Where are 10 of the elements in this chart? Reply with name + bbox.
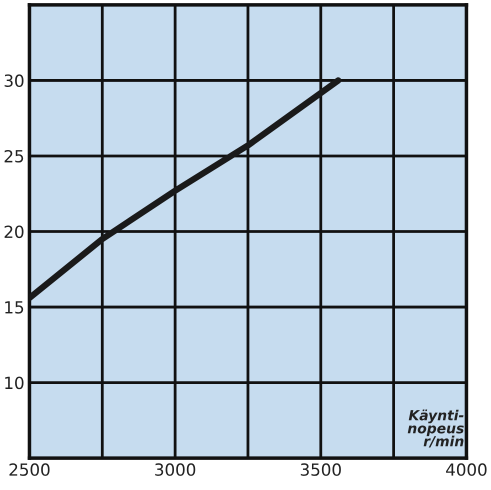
y-tick-label: 30 (4, 74, 24, 88)
x-tick-label: 3000 (155, 463, 196, 476)
y-tick-label: 25 (4, 150, 24, 163)
y-tick-label: 15 (5, 301, 24, 314)
x-tick-label: 4000 (446, 463, 487, 476)
x-tick-label: 2500 (9, 463, 50, 476)
y-tick-label: 10 (5, 376, 24, 390)
x-tick-label: 3500 (300, 463, 341, 476)
y-tick-label: 20 (4, 225, 24, 238)
x-axis-title: Käynti- nopeus r/min (408, 410, 464, 448)
